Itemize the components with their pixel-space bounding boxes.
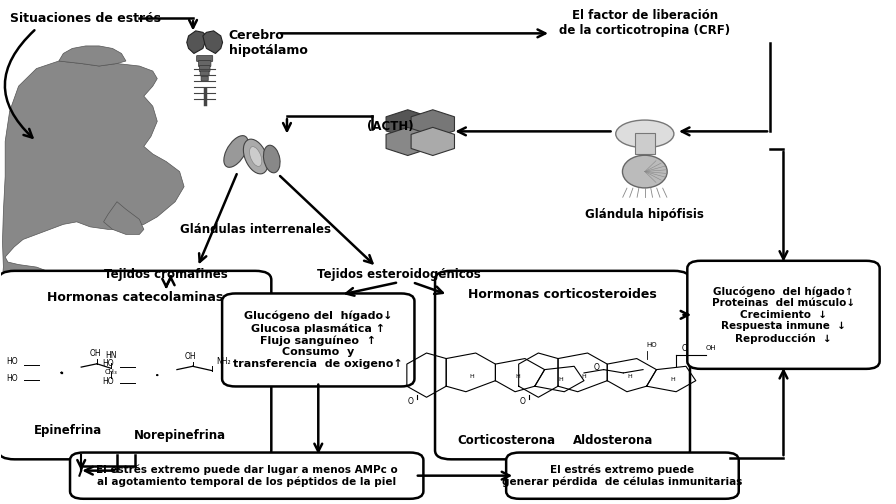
Text: H: H	[515, 374, 520, 380]
Text: Glucógeno  del hígado↑
Proteinas  del músculo↓
Crecimiento  ↓
Respuesta inmune  : Glucógeno del hígado↑ Proteinas del músc…	[712, 286, 855, 344]
Text: OH: OH	[90, 349, 100, 358]
Polygon shape	[186, 31, 206, 53]
Text: O: O	[408, 397, 414, 406]
FancyBboxPatch shape	[196, 55, 212, 61]
Ellipse shape	[263, 145, 280, 173]
Ellipse shape	[249, 147, 262, 166]
Text: Situaciones de estrés: Situaciones de estrés	[10, 12, 160, 25]
Text: El factor de liberación
de la corticotropina (CRF): El factor de liberación de la corticotro…	[559, 9, 730, 37]
Text: (ACTH): (ACTH)	[366, 120, 413, 133]
Text: NH₂: NH₂	[216, 357, 231, 366]
Polygon shape	[104, 202, 144, 234]
Text: H: H	[627, 374, 632, 380]
FancyBboxPatch shape	[222, 293, 415, 387]
Polygon shape	[3, 61, 184, 295]
Text: Aldosterona: Aldosterona	[573, 434, 654, 447]
Text: OH: OH	[185, 352, 196, 360]
FancyBboxPatch shape	[635, 134, 655, 155]
Ellipse shape	[616, 120, 674, 148]
Text: O: O	[520, 397, 526, 406]
Text: HO: HO	[647, 343, 658, 348]
Text: Tejidos cromafines: Tejidos cromafines	[104, 268, 228, 281]
Ellipse shape	[244, 139, 268, 174]
FancyBboxPatch shape	[0, 271, 271, 459]
FancyBboxPatch shape	[506, 453, 738, 499]
Text: H: H	[558, 376, 564, 382]
FancyBboxPatch shape	[687, 261, 880, 369]
FancyBboxPatch shape	[198, 60, 211, 67]
FancyBboxPatch shape	[70, 453, 424, 499]
FancyBboxPatch shape	[200, 71, 209, 76]
Text: O: O	[594, 362, 599, 371]
Text: Hormonas catecolaminas: Hormonas catecolaminas	[47, 291, 223, 304]
Text: El estrés extremo puede dar lugar a menos AMPc o
al agotamiento temporal de los : El estrés extremo puede dar lugar a meno…	[96, 464, 398, 487]
Text: HO: HO	[102, 359, 114, 368]
Text: H: H	[670, 376, 675, 382]
Text: Cerebro
hipotálamo: Cerebro hipotálamo	[228, 29, 307, 57]
Text: Glucógeno del  hígado↓
Glucosa plasmática ↑
Flujo sanguíneo  ↑
Consumo  y
transf: Glucógeno del hígado↓ Glucosa plasmática…	[233, 311, 403, 369]
Text: Tejidos esteroidogénicos: Tejidos esteroidogénicos	[317, 268, 480, 281]
Ellipse shape	[224, 136, 248, 167]
Text: Glándulas interrenales: Glándulas interrenales	[180, 223, 332, 236]
Polygon shape	[59, 46, 126, 66]
Text: HN: HN	[105, 351, 116, 360]
Ellipse shape	[623, 155, 668, 188]
Text: OH: OH	[706, 345, 716, 351]
Text: Glándula hipófisis: Glándula hipófisis	[585, 208, 704, 221]
FancyBboxPatch shape	[201, 76, 208, 81]
Polygon shape	[202, 31, 222, 53]
Text: HO: HO	[6, 357, 18, 366]
FancyBboxPatch shape	[199, 66, 210, 72]
FancyBboxPatch shape	[435, 271, 690, 459]
Text: H: H	[470, 374, 475, 380]
Text: Epinefrina: Epinefrina	[34, 424, 102, 437]
Text: Hormonas corticosteroides: Hormonas corticosteroides	[468, 288, 657, 301]
Text: El estrés extremo puede
generar pérdida  de células inmunitarias: El estrés extremo puede generar pérdida …	[503, 464, 743, 487]
Text: HO: HO	[6, 374, 18, 384]
Text: H: H	[582, 374, 586, 380]
Text: HO: HO	[102, 377, 114, 386]
Text: Norepinefrina: Norepinefrina	[134, 429, 226, 442]
Text: Corticosterona: Corticosterona	[457, 434, 556, 447]
Text: CH₃: CH₃	[104, 369, 117, 375]
Text: O: O	[682, 344, 688, 353]
